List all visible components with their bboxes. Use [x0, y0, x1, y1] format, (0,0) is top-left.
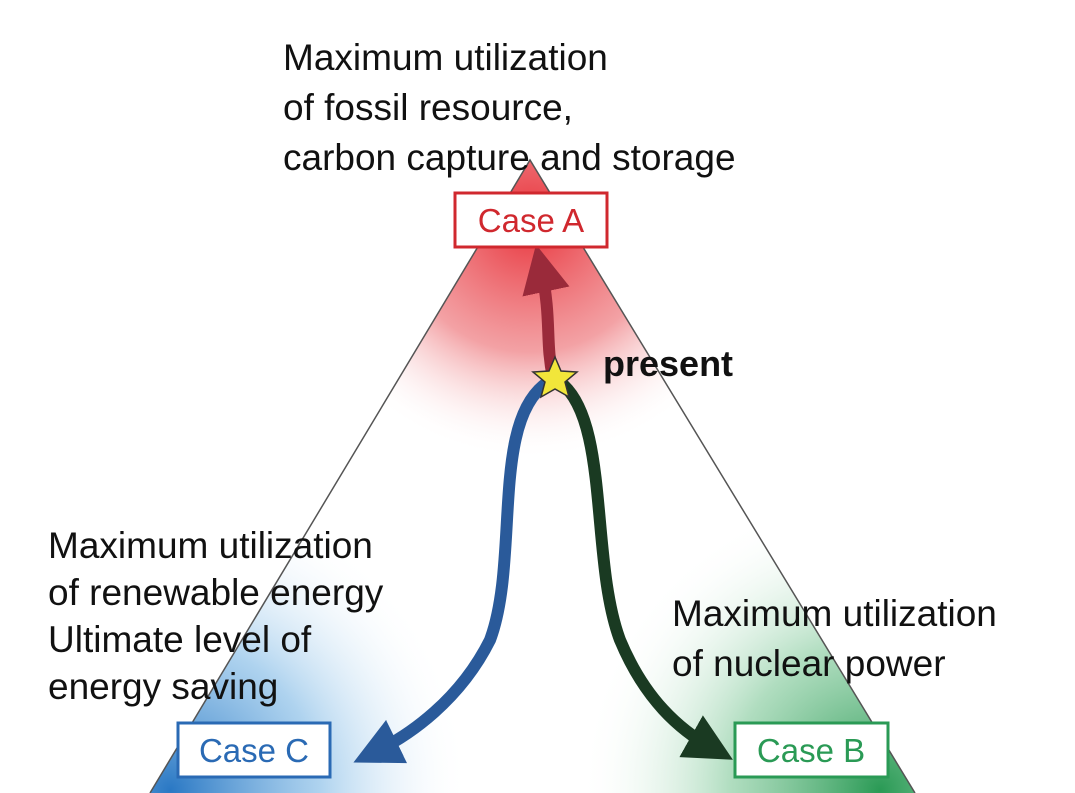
present-label: present	[603, 343, 733, 384]
arrow-to-case-c	[353, 376, 552, 764]
case-a-box	[453, 191, 609, 249]
case-b-label: Case B	[757, 732, 865, 769]
description-line: of nuclear power	[672, 643, 946, 684]
description-line: Ultimate level of	[48, 619, 312, 660]
case-c-box	[176, 721, 332, 779]
triangle-edge	[149, 158, 916, 793]
case-a-label: Case A	[478, 202, 584, 239]
description-line: Maximum utilization	[48, 525, 373, 566]
description-line: of fossil resource,	[283, 87, 573, 128]
present-star	[531, 355, 579, 399]
description-line: Maximum utilization	[672, 593, 997, 634]
description-line: of renewable energy	[48, 572, 384, 613]
arrow-to-case-b	[556, 377, 733, 760]
description-line: energy saving	[48, 666, 278, 707]
case-b-box	[733, 721, 890, 779]
description-line: Maximum utilization	[283, 37, 608, 78]
case-c-label: Case C	[199, 732, 309, 769]
description-line: carbon capture and storage	[283, 137, 736, 178]
descriptions: Maximum utilization of fossil resource, ca…	[48, 37, 997, 707]
